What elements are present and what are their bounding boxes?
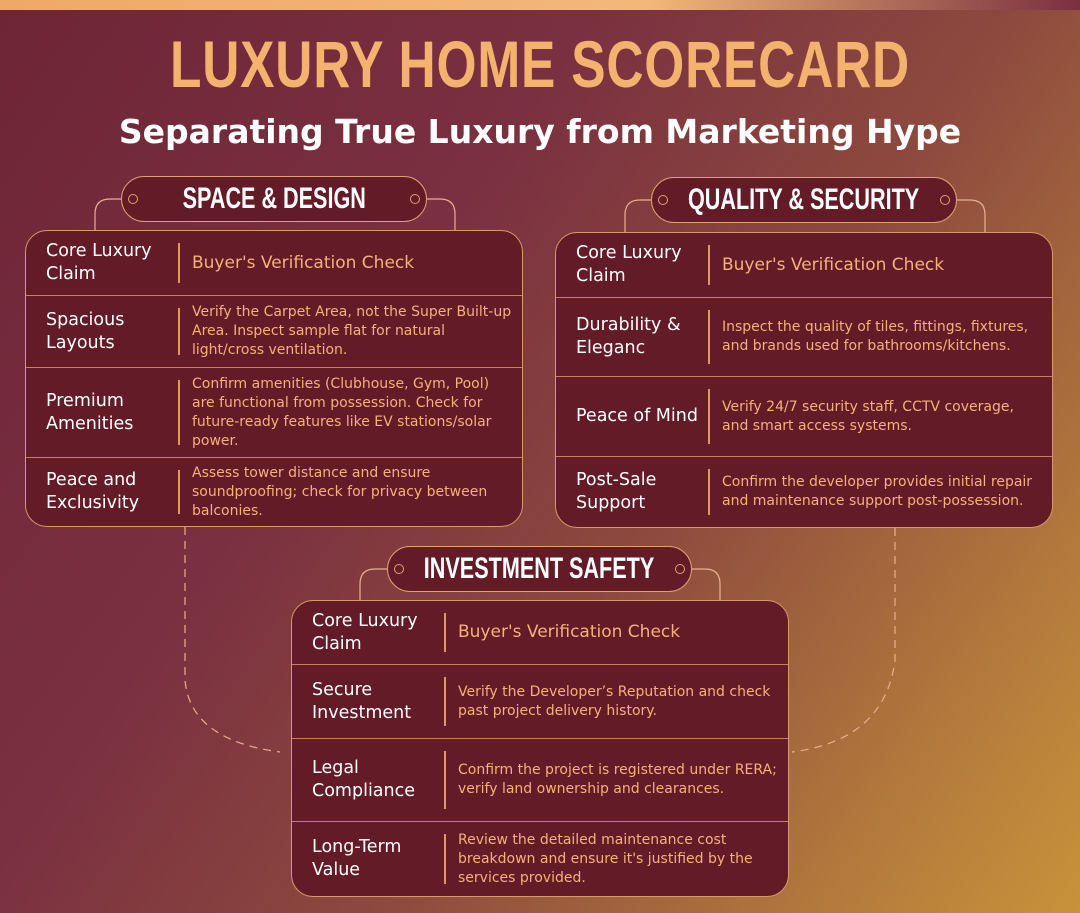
table-row: Secure Investment Verify the Developer’s …: [292, 664, 788, 738]
column-divider: [708, 245, 710, 285]
table-header-row: Core Luxury Claim Buyer's Verification Ch…: [292, 601, 788, 664]
table-row: Peace and Exclusivity Assess tower distan…: [26, 457, 522, 526]
column-divider: [708, 389, 710, 444]
column-header-check: Buyer's Verification Check: [458, 622, 681, 642]
section-title: SPACE & DESIGN: [182, 182, 366, 215]
table-row: Post-Sale Support Confirm the developer p…: [556, 456, 1052, 527]
section-title: INVESTMENT SAFETY: [424, 552, 655, 585]
claim-cell: Premium Amenities: [46, 390, 134, 434]
scorecard-table: Core Luxury Claim Buyer's Verification Ch…: [555, 232, 1053, 528]
table-row: Long-Term Value Review the detailed maint…: [292, 821, 788, 896]
check-cell: Verify the Carpet Area, not the Super Bu…: [192, 304, 512, 358]
check-cell: Verify the Developer’s Reputation and ch…: [458, 683, 771, 719]
connector-dot-icon: [658, 195, 668, 205]
page-subtitle: Separating True Luxury from Marketing Hy…: [118, 112, 962, 151]
claim-cell: Spacious Layouts: [46, 309, 125, 353]
connector-dot-icon: [128, 194, 138, 204]
column-header-claim: Core Luxury Claim: [312, 610, 418, 654]
column-divider: [444, 613, 446, 652]
column-divider: [178, 380, 180, 445]
column-divider: [444, 677, 446, 726]
column-divider: [708, 469, 710, 515]
column-header-claim: Core Luxury Claim: [46, 241, 152, 284]
connector-dot-icon: [940, 195, 950, 205]
connector-dot-icon: [675, 564, 685, 574]
check-cell: Confirm the project is registered under …: [458, 762, 777, 797]
connector-dot-icon: [394, 564, 404, 574]
column-divider: [178, 470, 180, 514]
column-header-check: Buyer's Verification Check: [722, 254, 945, 275]
scorecard-table: Core Luxury Claim Buyer's Verification Ch…: [25, 230, 523, 527]
section-title: QUALITY & SECURITY: [688, 183, 920, 216]
claim-cell: Peace of Mind: [576, 406, 698, 426]
connector-dot-icon: [410, 194, 420, 204]
section-title-pill: SPACE & DESIGN: [121, 176, 427, 222]
check-cell: Confirm amenities (Clubhouse, Gym, Pool)…: [192, 375, 492, 449]
table-row: Spacious Layouts Verify the Carpet Area, …: [26, 295, 522, 367]
check-cell: Assess tower distance and ensure soundpr…: [192, 464, 488, 519]
claim-cell: Long-Term Value: [312, 837, 402, 880]
section-title-pill: INVESTMENT SAFETY: [387, 546, 692, 592]
column-header-check: Buyer's Verification Check: [192, 252, 415, 273]
scorecard-table: Core Luxury Claim Buyer's Verification Ch…: [291, 600, 789, 897]
check-cell: Verify 24/7 security staff, CCTV coverag…: [722, 398, 1014, 434]
check-cell: Confirm the developer provides initial r…: [722, 474, 1033, 509]
table-header-row: Core Luxury Claim Buyer's Verification Ch…: [556, 233, 1052, 297]
check-cell: Inspect the quality of tiles, fittings, …: [722, 319, 1029, 354]
top-accent-bar: [0, 0, 1080, 10]
claim-cell: Peace and Exclusivity: [46, 470, 140, 513]
column-divider: [178, 243, 180, 283]
check-cell: Review the detailed maintenance cost bre…: [458, 831, 753, 886]
claim-cell: Secure Investment: [312, 679, 412, 723]
claim-cell: Post-Sale Support: [576, 470, 657, 513]
column-header-claim: Core Luxury Claim: [576, 243, 682, 286]
table-row: Premium Amenities Confirm amenities (Club…: [26, 367, 522, 457]
table-row: Durability & Eleganc Inspect the quality …: [556, 297, 1052, 376]
claim-cell: Legal Compliance: [312, 758, 416, 801]
page-title: LUXURY HOME SCORECARD: [169, 27, 911, 101]
column-divider: [178, 308, 180, 355]
column-divider: [708, 310, 710, 364]
table-row: Legal Compliance Confirm the project is r…: [292, 738, 788, 821]
table-row: Peace of Mind Verify 24/7 security staff,…: [556, 376, 1052, 456]
table-header-row: Core Luxury Claim Buyer's Verification Ch…: [26, 231, 522, 295]
section-title-pill: QUALITY & SECURITY: [651, 177, 957, 223]
column-divider: [444, 834, 446, 884]
column-divider: [444, 751, 446, 809]
claim-cell: Durability & Eleganc: [576, 315, 681, 358]
